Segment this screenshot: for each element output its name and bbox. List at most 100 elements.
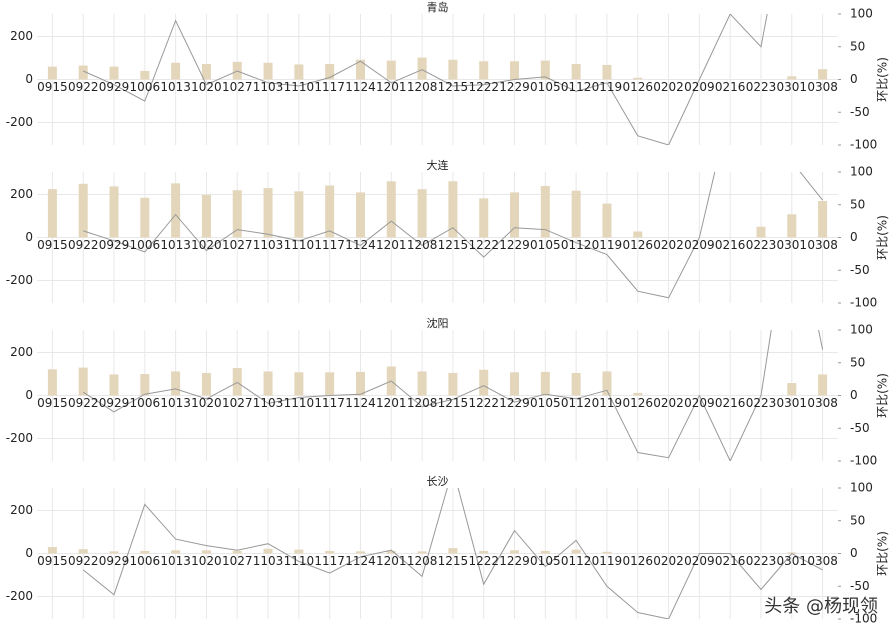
x-tick-label: 0202 — [653, 238, 684, 252]
x-tick-label: 0308 — [807, 396, 838, 410]
bar — [818, 374, 828, 396]
y-tick-label: 0 — [25, 388, 33, 402]
y2-tick-label: 100 — [850, 323, 873, 337]
panel-title: 沈阳 — [427, 316, 449, 330]
x-tick-label: 0929 — [99, 80, 130, 94]
watermark: 头条 @杨现领 — [764, 596, 878, 617]
bar — [78, 183, 88, 238]
bar — [325, 372, 335, 396]
bar — [47, 547, 57, 554]
x-tick-label: 1006 — [130, 238, 161, 252]
x-tick-label: 1215 — [438, 238, 469, 252]
panel-title: 大连 — [427, 158, 449, 172]
bar — [140, 550, 150, 554]
x-tick-label: 1020 — [191, 396, 222, 410]
y2-axis-label: 环比(%) — [876, 215, 890, 260]
y-tick-label: 200 — [10, 29, 33, 43]
bar — [232, 368, 242, 396]
x-tick-label: 1006 — [130, 396, 161, 410]
x-tick-label: 0929 — [99, 396, 130, 410]
x-tick-label: 1006 — [130, 80, 161, 94]
x-tick-label: 0922 — [68, 554, 99, 568]
bar — [47, 369, 57, 396]
bar — [355, 192, 365, 238]
x-tick-label: 0209 — [684, 396, 715, 410]
bar — [602, 371, 612, 396]
x-tick-label: 0223 — [746, 554, 777, 568]
bar — [448, 59, 458, 80]
bar — [756, 226, 766, 238]
y-tick-label: 200 — [10, 187, 33, 201]
x-tick-label: 1201 — [376, 80, 407, 94]
x-tick-label: 0126 — [622, 80, 653, 94]
bar — [263, 62, 273, 80]
bar — [78, 65, 88, 80]
line — [82, 488, 823, 619]
bar — [201, 194, 211, 238]
x-tick-label: 0223 — [746, 80, 777, 94]
y2-axis-label: 环比(%) — [876, 57, 890, 102]
bar — [201, 372, 211, 396]
bar — [417, 57, 427, 80]
bar — [171, 371, 181, 396]
x-tick-label: 0915 — [37, 554, 68, 568]
x-tick-label: 0922 — [68, 238, 99, 252]
y2-tick-label: -50 — [850, 263, 870, 277]
x-tick-label: 0202 — [653, 554, 684, 568]
y2-tick-label: 100 — [850, 481, 873, 495]
bar — [417, 371, 427, 396]
bar — [448, 548, 458, 554]
bar — [294, 372, 304, 396]
bar — [417, 551, 427, 554]
bar — [571, 190, 581, 238]
y2-tick-label: -100 — [850, 454, 877, 468]
x-tick-label: 1117 — [314, 554, 345, 568]
y2-tick-label: -100 — [850, 296, 877, 310]
bar — [355, 371, 365, 396]
y2-tick-label: -50 — [850, 105, 870, 119]
bar — [355, 59, 365, 80]
y2-tick-label: 50 — [850, 355, 865, 369]
bar — [325, 550, 335, 554]
x-tick-label: 0202 — [653, 396, 684, 410]
bar — [602, 551, 612, 554]
x-tick-label: 1027 — [222, 396, 253, 410]
bar — [510, 192, 520, 238]
x-tick-label: 1208 — [407, 396, 438, 410]
x-tick-label: 1222 — [468, 396, 499, 410]
bar — [540, 60, 550, 80]
bar — [571, 549, 581, 554]
bar — [263, 548, 273, 554]
bar — [140, 70, 150, 80]
x-tick-label: 0105 — [530, 396, 561, 410]
bar — [510, 550, 520, 554]
bar — [232, 190, 242, 238]
y-tick-label: 0 — [25, 230, 33, 244]
y-tick-label: -200 — [6, 431, 33, 445]
x-tick-label: 0209 — [684, 554, 715, 568]
x-tick-label: 1215 — [438, 80, 469, 94]
bar — [540, 371, 550, 396]
x-tick-label: 1222 — [468, 238, 499, 252]
bar — [448, 181, 458, 238]
bar — [201, 64, 211, 80]
y2-tick-label: -50 — [850, 579, 870, 593]
y-tick-label: 200 — [10, 345, 33, 359]
panel: 青岛 -200 0 200 -100 -50 0 50 100 环比(%) 0915 0922 0929… — [6, 0, 890, 152]
x-tick-label: 0119 — [592, 396, 623, 410]
x-tick-label: 1110 — [284, 80, 315, 94]
panel-title: 青岛 — [427, 0, 449, 14]
y-tick-label: 0 — [25, 72, 33, 86]
bar — [818, 69, 828, 80]
bar — [140, 197, 150, 238]
x-tick-label: 0301 — [777, 396, 808, 410]
x-tick-label: 1020 — [191, 238, 222, 252]
bar — [479, 369, 489, 396]
bar — [294, 191, 304, 238]
bar — [633, 392, 643, 396]
x-tick-label: 1117 — [314, 80, 345, 94]
y2-tick-label: 0 — [850, 72, 858, 86]
x-tick-label: 1006 — [130, 554, 161, 568]
bar — [109, 186, 119, 238]
